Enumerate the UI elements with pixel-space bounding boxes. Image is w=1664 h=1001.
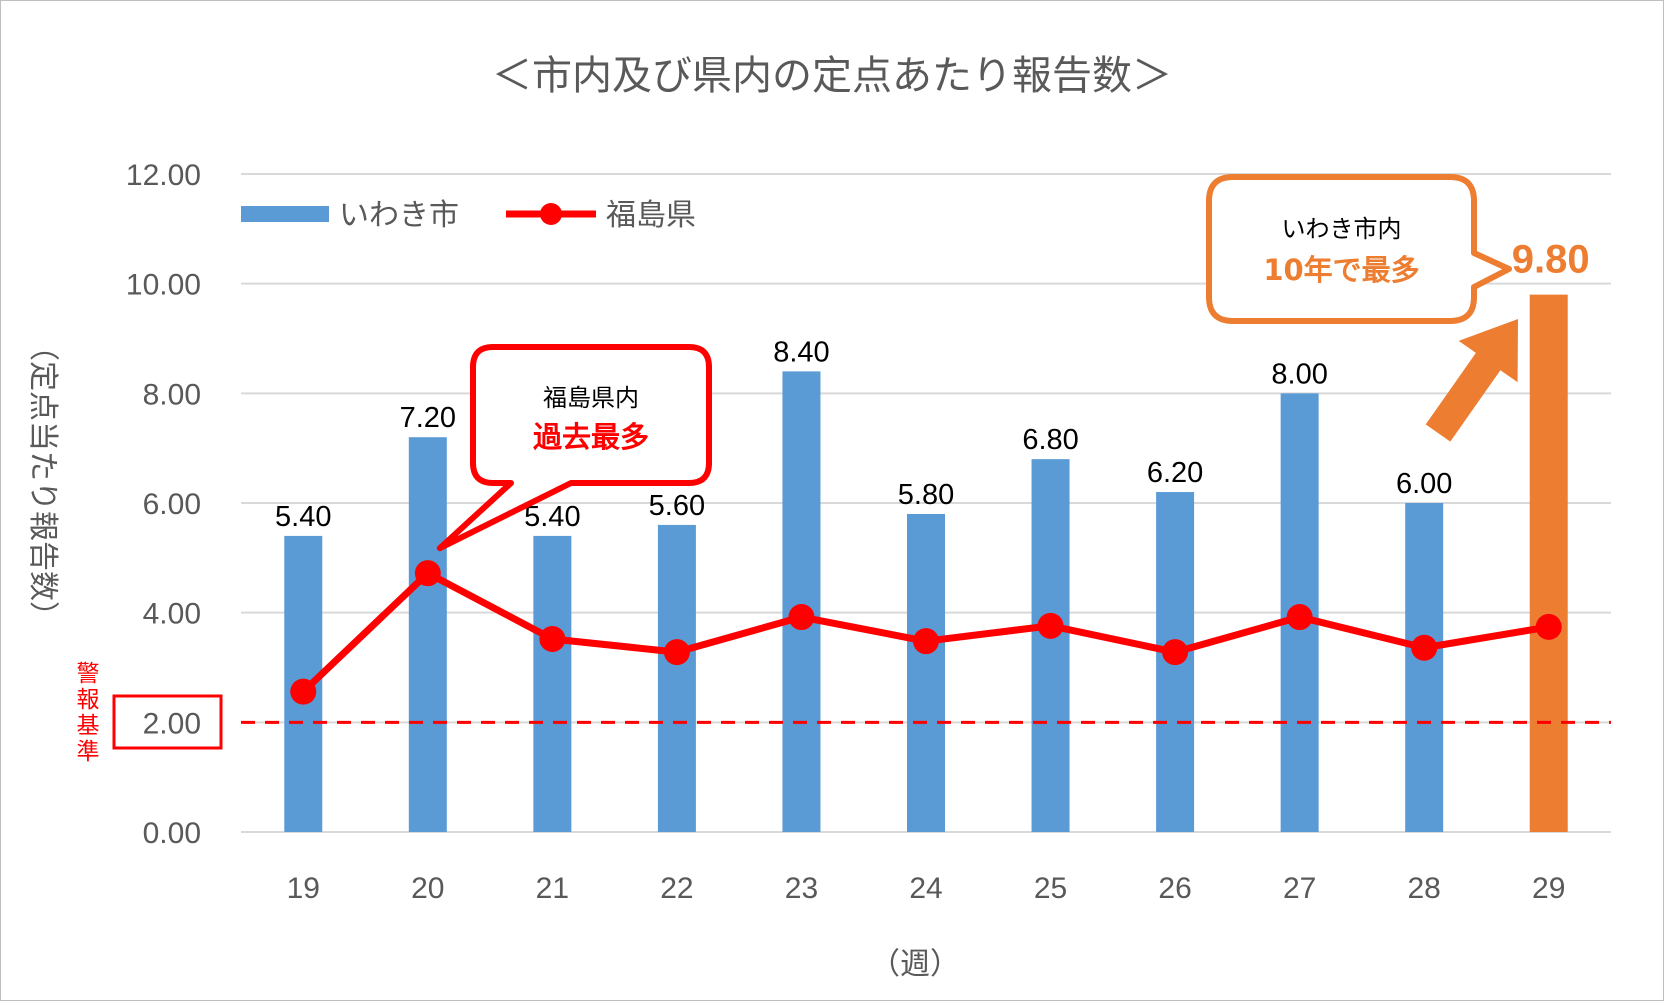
data-label: 6.80: [1022, 424, 1078, 456]
callout-line1: いわき市内: [1282, 215, 1402, 243]
x-tick-label: 24: [909, 872, 942, 905]
line-point: [1535, 613, 1562, 640]
legend: いわき市 福島県: [241, 198, 696, 233]
bar: [1405, 503, 1444, 832]
bar: [657, 524, 696, 832]
y-axis-label: （定点当たり報告数）: [25, 331, 60, 631]
line-point: [414, 560, 441, 587]
line-point: [1162, 639, 1189, 666]
x-tick-label: 29: [1532, 872, 1565, 905]
line-point: [1037, 612, 1064, 639]
x-tick-label: 28: [1407, 872, 1440, 905]
data-label: 8.00: [1271, 358, 1327, 390]
data-label: 8.40: [773, 336, 829, 368]
x-tick-label: 26: [1158, 872, 1191, 905]
line-point: [290, 678, 317, 705]
x-tick-labels: 19 20 21 22 23 24 25 26 27 28 29: [287, 872, 1566, 905]
data-label: 5.80: [898, 479, 954, 511]
y-tick-label: 8.00: [143, 378, 201, 411]
bar: [408, 437, 447, 832]
data-label: 5.40: [524, 501, 580, 533]
x-tick-label: 27: [1283, 872, 1316, 905]
threshold-label-char: 報: [77, 687, 100, 713]
callout-line2: 過去最多: [533, 420, 649, 454]
callout-line2: 10年で最多: [1263, 253, 1419, 287]
y-tick-label: 2.00: [143, 707, 201, 740]
line-point: [663, 639, 690, 666]
highlight-arrow: [1425, 319, 1518, 442]
line-point: [1286, 604, 1313, 631]
line-point: [913, 628, 939, 655]
x-tick-label: 22: [660, 872, 693, 905]
legend-label: 福島県: [606, 198, 696, 233]
line-point: [539, 625, 566, 652]
threshold-tick-box: [112, 694, 223, 750]
y-tick-label: 6.00: [143, 488, 201, 521]
data-label: 6.20: [1147, 457, 1203, 489]
bar: [1031, 459, 1070, 832]
data-label: 5.40: [275, 501, 331, 533]
line-series: [290, 560, 1562, 705]
threshold-label-char: 基: [77, 713, 100, 739]
x-tick-label: 23: [785, 872, 818, 905]
y-tick-label: 4.00: [143, 598, 201, 631]
legend-swatch-bar: [241, 206, 329, 222]
bar: [907, 513, 945, 832]
bar: [1529, 294, 1568, 833]
line-point: [788, 604, 815, 631]
y-tick-label: 0.00: [143, 817, 201, 850]
y-tick-labels: 0.00 2.00 4.00 6.00 8.00 10.00 12.00: [126, 159, 201, 850]
callout-bubble-iwaki: [1206, 174, 1512, 324]
line-point: [1411, 634, 1438, 661]
data-label-highlight: 9.80: [1512, 238, 1590, 282]
x-tick-label: 21: [536, 872, 569, 905]
x-tick-label: 20: [411, 872, 444, 905]
threshold-label-char: 準: [77, 739, 100, 765]
x-tick-label: 25: [1034, 872, 1067, 905]
data-label: 6.00: [1396, 468, 1452, 500]
legend-label: いわき市: [339, 198, 459, 233]
callout-bubble-fukushima: [436, 344, 712, 552]
chart-title: ＜市内及び県内の定点あたり報告数＞: [492, 53, 1172, 99]
threshold-label-char: 警: [77, 661, 100, 687]
bar: [533, 535, 572, 832]
x-tick-label: 19: [287, 872, 320, 905]
y-tick-label: 10.00: [126, 269, 201, 302]
data-label: 5.60: [649, 490, 705, 522]
x-axis-label: （週）: [870, 947, 960, 982]
bar: [782, 371, 821, 832]
y-axis-label-text: （定点当たり報告数）: [25, 331, 60, 631]
legend-marker: [540, 203, 562, 225]
bar-series: [284, 294, 1568, 833]
bar-labels: 5.40 7.20 5.40 5.60 8.40 5.80 6.80 6.20 8.00 6.00…: [275, 238, 1590, 533]
data-label: 7.20: [400, 402, 456, 434]
y-tick-label: 12.00: [126, 159, 201, 192]
callout-line1: 福島県内: [543, 384, 639, 412]
